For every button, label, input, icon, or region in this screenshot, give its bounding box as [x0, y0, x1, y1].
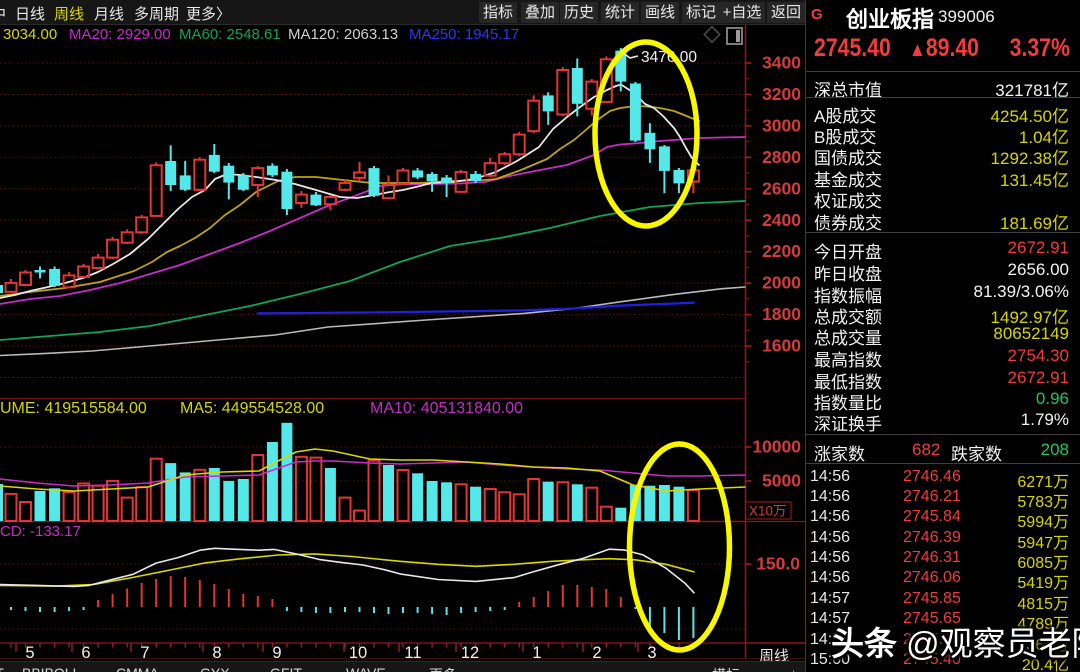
- svg-text:5: 5: [25, 644, 34, 662]
- svg-text:5000: 5000: [762, 471, 801, 491]
- svg-text:7: 7: [140, 644, 149, 662]
- svg-text:3200: 3200: [762, 84, 801, 104]
- svg-text:3000: 3000: [762, 115, 801, 135]
- svg-text:2800: 2800: [762, 147, 801, 167]
- svg-text:10: 10: [349, 644, 367, 662]
- svg-text:1: 1: [532, 644, 541, 662]
- svg-text:2400: 2400: [762, 210, 801, 230]
- svg-text:8: 8: [212, 644, 221, 662]
- svg-text:2: 2: [592, 644, 601, 662]
- svg-text:3400: 3400: [762, 53, 801, 73]
- svg-text:1600: 1600: [762, 336, 801, 356]
- svg-text:10000: 10000: [752, 437, 801, 457]
- svg-text:6: 6: [81, 644, 90, 662]
- svg-text:周线: 周线: [759, 648, 789, 665]
- svg-text:3: 3: [647, 644, 656, 662]
- svg-text:150.0: 150.0: [756, 554, 800, 574]
- svg-text:2600: 2600: [762, 178, 801, 198]
- svg-text:X10万: X10万: [749, 504, 787, 519]
- svg-text:2000: 2000: [762, 273, 801, 293]
- svg-text:2200: 2200: [762, 241, 801, 261]
- svg-text:9: 9: [272, 644, 281, 662]
- svg-text:11: 11: [404, 644, 421, 662]
- svg-text:3476.00: 3476.00: [641, 49, 697, 66]
- svg-text:1800: 1800: [762, 304, 801, 324]
- svg-text:12: 12: [461, 644, 479, 662]
